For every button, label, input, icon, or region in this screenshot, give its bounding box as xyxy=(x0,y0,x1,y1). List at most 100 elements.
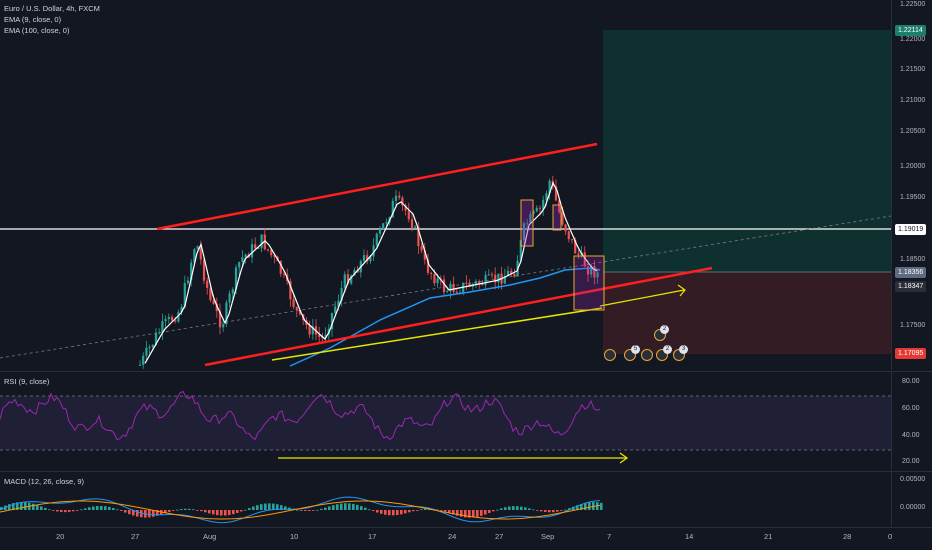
candle-body xyxy=(298,310,302,315)
macd-histogram-bar xyxy=(256,505,259,510)
candle-body xyxy=(590,266,593,275)
candle-body xyxy=(487,274,490,276)
candle-body xyxy=(254,244,257,249)
candle-body xyxy=(455,291,458,293)
macd-histogram-bar xyxy=(420,509,423,511)
support-line xyxy=(271,307,603,361)
candle-body xyxy=(193,249,196,263)
event-icon-1[interactable] xyxy=(604,349,616,361)
candle-body xyxy=(436,278,439,284)
macd-histogram-bar xyxy=(352,503,355,510)
macd-histogram-bar xyxy=(424,508,427,510)
macd-histogram-bar xyxy=(212,510,215,515)
candle-body xyxy=(535,207,538,212)
macd-histogram-bar xyxy=(100,505,103,510)
time-tick: 14 xyxy=(685,532,694,541)
macd-histogram-bar xyxy=(468,510,471,518)
event-count-badge-a: 5 xyxy=(631,345,640,354)
candle-body xyxy=(529,213,532,224)
macd-histogram-bar xyxy=(576,505,579,510)
price-tick: 1.22000 xyxy=(900,36,926,43)
macd-tick: 0.00000 xyxy=(900,504,926,511)
macd-histogram-bar xyxy=(308,510,311,511)
macd-histogram-bar xyxy=(276,504,279,510)
macd-histogram-bar xyxy=(452,510,455,515)
macd-histogram-bar xyxy=(264,503,267,510)
macd-legend[interactable]: MACD (12, 26, close, 9) xyxy=(4,477,85,486)
macd-histogram-bar xyxy=(512,506,515,510)
candle-body xyxy=(583,252,586,267)
candle-body xyxy=(346,274,350,284)
highlight-box-3 xyxy=(573,255,605,311)
macd-histogram-bar xyxy=(288,507,291,510)
rsi-pane[interactable]: RSI (9, close) xyxy=(0,372,891,471)
macd-histogram-bar xyxy=(8,504,11,510)
price-tag-last: 1.18356 xyxy=(895,267,927,278)
candle-body xyxy=(442,279,446,293)
price-pane[interactable]: Euro / U.S. Dollar, 4h, FXCM EMA (9, clo… xyxy=(0,0,891,370)
candle-body xyxy=(522,223,526,241)
macd-histogram-bar xyxy=(300,510,303,511)
candle-body xyxy=(394,195,398,201)
macd-histogram-bar xyxy=(64,510,67,513)
macd-histogram-bar xyxy=(316,509,319,511)
candle-body xyxy=(145,347,148,356)
candle-body xyxy=(151,344,154,347)
macd-histogram-bar xyxy=(480,510,483,516)
macd-histogram-bar xyxy=(192,509,195,511)
macd-histogram-bar xyxy=(580,503,583,510)
macd-histogram-bar xyxy=(56,510,59,512)
rsi-chart-canvas[interactable] xyxy=(0,372,891,471)
event-count-badge-c: 3 xyxy=(679,345,688,354)
event-icon-3[interactable] xyxy=(641,349,653,361)
candle-body xyxy=(593,266,596,278)
macd-histogram-bar xyxy=(472,510,475,518)
symbol-title[interactable]: Euro / U.S. Dollar, 4h, FXCM xyxy=(4,4,100,13)
macd-histogram-bar xyxy=(460,510,463,517)
candle-body xyxy=(257,247,260,249)
candle-body xyxy=(218,310,222,328)
price-tick: 1.20500 xyxy=(900,128,926,135)
candle-body xyxy=(158,332,161,334)
macd-histogram-bar xyxy=(404,510,407,514)
ema-fast-legend[interactable]: EMA (9, close, 0) xyxy=(4,15,62,24)
candle-body xyxy=(404,205,407,211)
rsi-axis[interactable]: 80.00 60.00 40.00 20.00 xyxy=(891,372,932,471)
macd-pane[interactable]: MACD (12, 26, close, 9) xyxy=(0,472,891,527)
macd-histogram-bar xyxy=(364,507,367,510)
price-tick: 1.17500 xyxy=(900,322,926,329)
candle-body xyxy=(510,270,513,274)
price-tag-stop: 1.17095 xyxy=(895,348,927,359)
macd-tick: 0.00500 xyxy=(900,476,926,483)
macd-axis[interactable]: 0.00500 0.00000 xyxy=(891,472,932,527)
candle-body xyxy=(574,239,577,254)
candle-body xyxy=(308,324,311,335)
candle-body xyxy=(263,234,266,250)
price-axis[interactable]: 1.22500 1.22000 1.21500 1.21000 1.20500 … xyxy=(891,0,932,370)
macd-histogram-bar xyxy=(12,503,15,510)
candle-body xyxy=(334,306,337,314)
candle-body xyxy=(270,249,273,256)
candle-body xyxy=(548,180,551,194)
pane-separator[interactable] xyxy=(0,371,932,372)
macd-histogram-bar xyxy=(508,506,511,510)
event-count-badge-b: 2 xyxy=(663,345,672,354)
candle-body xyxy=(526,223,529,225)
price-tick: 1.21500 xyxy=(900,66,926,73)
macd-histogram-bar xyxy=(524,507,527,510)
pane-separator[interactable] xyxy=(0,471,932,472)
macd-histogram-bar xyxy=(544,510,547,512)
rsi-legend[interactable]: RSI (9, close) xyxy=(4,377,50,386)
macd-histogram-bar xyxy=(0,507,3,510)
candle-body xyxy=(494,274,497,283)
macd-chart-canvas[interactable] xyxy=(0,472,891,527)
macd-histogram-bar xyxy=(228,510,231,516)
macd-histogram-bar xyxy=(440,510,443,511)
candle-body xyxy=(234,267,238,290)
macd-histogram-bar xyxy=(184,508,187,510)
macd-histogram-bar xyxy=(408,510,411,513)
price-chart-canvas[interactable] xyxy=(0,0,891,370)
ema-slow-legend[interactable]: EMA (100, close, 0) xyxy=(4,26,70,35)
macd-histogram-bar xyxy=(348,503,351,510)
macd-histogram-bar xyxy=(84,508,87,510)
